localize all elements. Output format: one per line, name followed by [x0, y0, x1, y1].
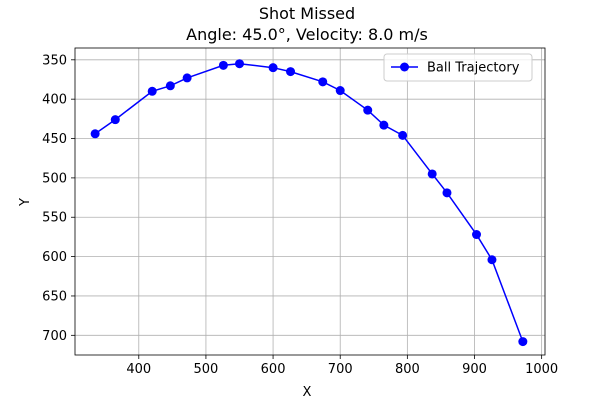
data-point — [218, 60, 228, 70]
data-point — [182, 73, 192, 83]
y-tick-label: 600 — [42, 250, 67, 265]
legend: Ball Trajectory — [383, 53, 533, 82]
chart-subtitle: Angle: 45.0°, Velocity: 8.0 m/s — [186, 25, 428, 44]
x-tick-label: 1000 — [525, 362, 558, 377]
data-point — [363, 105, 373, 115]
x-tick-label: 900 — [462, 362, 487, 377]
data-point — [90, 129, 100, 139]
data-point — [442, 188, 452, 198]
chart-title: Shot Missed — [259, 4, 355, 23]
legend-marker-sample — [400, 62, 409, 72]
data-point — [472, 230, 482, 240]
data-point — [518, 337, 528, 347]
x-tick-label: 600 — [261, 362, 286, 377]
data-point — [286, 67, 296, 77]
y-axis: 350 400 450 500 550 600 650 700 — [42, 53, 75, 344]
legend-box — [383, 53, 533, 82]
y-tick-label: 400 — [42, 93, 67, 108]
axes-frame — [74, 47, 546, 356]
data-point — [379, 120, 389, 130]
x-tick-label: 700 — [328, 362, 353, 377]
data-point — [335, 86, 345, 96]
series-layer — [90, 59, 528, 347]
y-tick-label: 350 — [42, 53, 67, 68]
data-point — [398, 130, 408, 140]
axes-border — [74, 47, 546, 356]
data-point — [268, 63, 278, 73]
y-axis-label: Y — [18, 198, 33, 207]
legend-label: Ball Trajectory — [427, 61, 520, 76]
data-point — [235, 59, 244, 69]
y-tick-label: 650 — [42, 289, 67, 304]
y-tick-label: 500 — [42, 171, 67, 186]
data-point — [487, 255, 497, 265]
x-tick-label: 500 — [194, 362, 219, 377]
data-point — [147, 86, 157, 96]
y-tick-label: 700 — [42, 329, 67, 344]
data-point — [110, 115, 120, 125]
x-axis: 400 500 600 700 800 900 1000 — [126, 355, 558, 377]
data-point — [318, 77, 328, 87]
x-axis-label: X — [303, 385, 312, 400]
data-point — [427, 169, 437, 179]
x-tick-label: 800 — [395, 362, 420, 377]
y-tick-label: 550 — [42, 211, 67, 226]
y-tick-label: 450 — [42, 132, 67, 147]
x-tick-label: 400 — [126, 362, 151, 377]
data-point — [165, 81, 175, 91]
